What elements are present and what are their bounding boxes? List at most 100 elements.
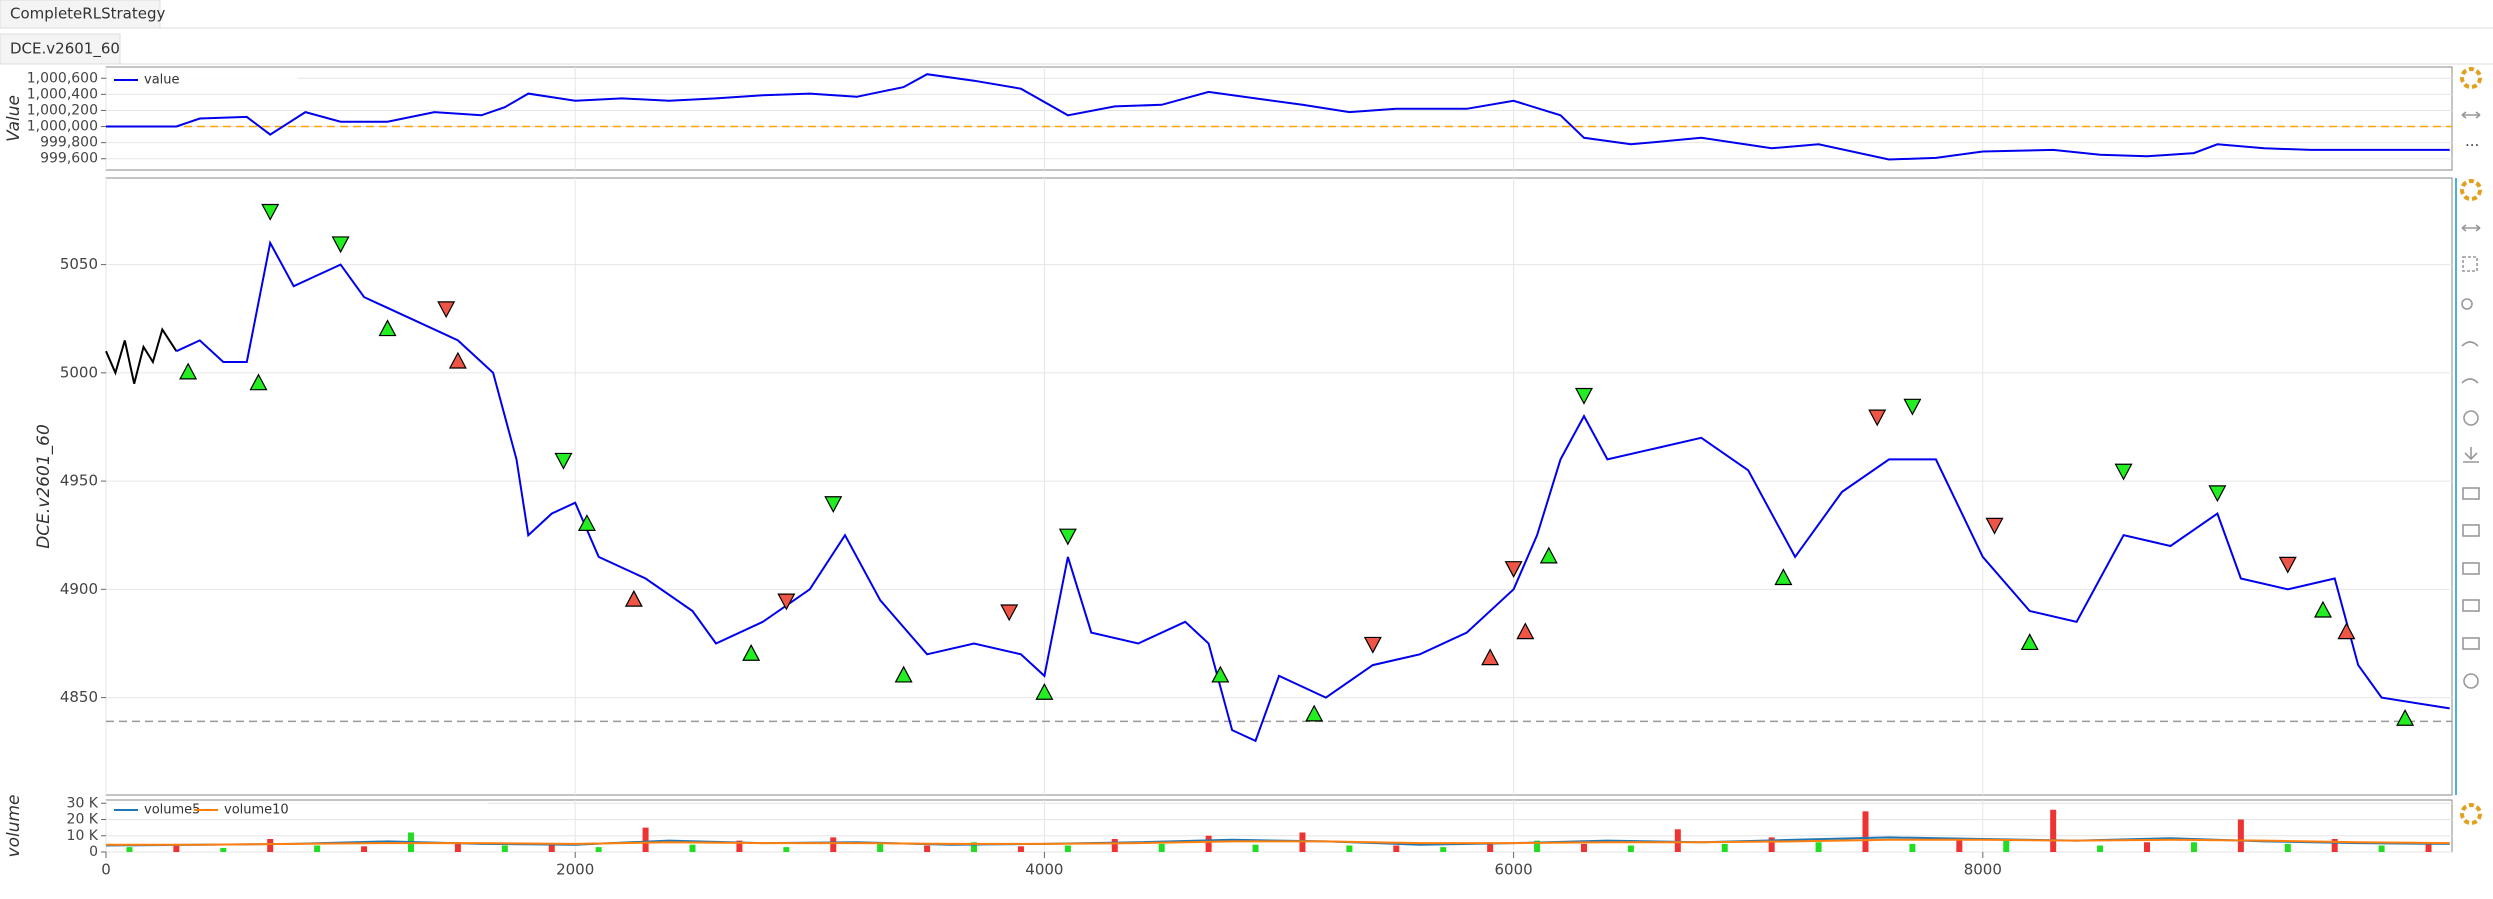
trade-marker (1211, 665, 1230, 683)
y-tick-label: 1,000,400 (27, 86, 98, 102)
volume-bar (1440, 847, 1447, 852)
legend-label: value (144, 73, 180, 88)
pan-tool[interactable] (2461, 111, 2481, 119)
y-tick-label: 1,000,200 (27, 102, 98, 118)
y-tick-label: 1,000,000 (27, 119, 98, 135)
volume-bar (642, 827, 649, 852)
trade-marker (179, 362, 198, 380)
hover-tool[interactable] (2462, 524, 2480, 537)
y-tick-label: 999,600 (40, 151, 98, 167)
trade-marker (2114, 463, 2133, 481)
trade-marker (378, 319, 397, 337)
trade-marker (1035, 682, 1054, 700)
volume-bar (2144, 842, 2151, 852)
volume-bar (1768, 837, 1775, 852)
subtab-label[interactable]: DCE.v2601_60 (10, 40, 120, 59)
toolbar: ··· (2455, 67, 2482, 825)
trade-marker (2020, 633, 2039, 651)
volume-bar (267, 839, 274, 852)
volume-bar (1252, 844, 1259, 852)
tab[interactable] (0, 0, 161, 29)
plot-frame (105, 177, 2453, 796)
more-tool[interactable]: ··· (2465, 137, 2479, 155)
y-tick-label: 20 K (67, 812, 99, 828)
hover-tool[interactable] (2462, 599, 2480, 612)
trade-marker (1481, 648, 1500, 666)
tab-label[interactable]: CompleteRLStrategy (10, 5, 165, 23)
trade-marker (894, 665, 913, 683)
series-line (105, 327, 178, 384)
trade-marker (1504, 561, 1523, 578)
volume-bar (1487, 842, 1494, 852)
logo[interactable] (2460, 67, 2482, 89)
legend-box (108, 802, 488, 818)
legend-box (108, 72, 298, 88)
volume-bar (1627, 845, 1634, 852)
volume-bar (1721, 843, 1728, 852)
logo[interactable] (2460, 179, 2482, 201)
pan-tool[interactable] (2461, 224, 2481, 232)
redo-tool[interactable] (2461, 378, 2479, 384)
volume-bar (971, 842, 978, 852)
plot-frame (105, 66, 2453, 171)
volume-bar (1017, 846, 1024, 852)
volume-bar (2237, 819, 2244, 852)
x-tick-label: 4000 (1025, 861, 1063, 879)
trade-marker (777, 593, 796, 611)
volume-bar (1534, 840, 1541, 852)
trade-marker (1985, 517, 2004, 535)
y-tick-label: 4850 (60, 688, 98, 706)
trade-marker (742, 644, 761, 661)
y-tick-label: 5000 (60, 363, 98, 381)
trade-marker (1305, 704, 1324, 722)
trade-marker (2396, 708, 2415, 726)
reset-tool[interactable] (2463, 410, 2479, 426)
trade-marker (437, 301, 456, 319)
trade-marker (554, 452, 573, 470)
volume-bar (173, 843, 180, 852)
volume-bar (2331, 839, 2338, 852)
volume-bar (361, 846, 368, 852)
trade-marker (1539, 546, 1558, 564)
y-axis-label: DCE.v2601_60 (34, 424, 54, 549)
volume-bar (877, 843, 884, 852)
box-zoom-tool[interactable] (2462, 256, 2478, 272)
trade-marker (1058, 528, 1077, 546)
trade-marker (331, 236, 350, 254)
undo-tool[interactable] (2461, 341, 2479, 347)
trade-marker (1516, 622, 1535, 640)
volume-bar (2284, 843, 2291, 852)
volume-bar (924, 845, 931, 852)
volume-bar (314, 845, 321, 852)
save-tool[interactable] (2463, 447, 2479, 463)
hover-tool[interactable] (2462, 562, 2480, 575)
hover-tool[interactable] (2462, 487, 2480, 500)
trade-marker (1574, 387, 1593, 405)
logo[interactable] (2460, 803, 2482, 825)
volume-bar (220, 847, 227, 852)
series-line (106, 73, 2450, 161)
trade-marker (249, 373, 268, 391)
y-axis-label: volume (4, 795, 24, 858)
y-tick-label: 1,000,600 (27, 70, 98, 86)
volume-bar (1346, 845, 1353, 852)
y-tick-label: 4950 (60, 472, 98, 490)
volume-bar (2097, 845, 2104, 852)
volume-bar (2003, 840, 2010, 852)
volume-bar (689, 844, 696, 852)
y-tick-label: 4900 (60, 580, 98, 598)
x-tick-label: 6000 (1495, 861, 1533, 879)
subtab[interactable] (0, 33, 121, 65)
y-axis-label: Value (4, 95, 24, 142)
volume-bar (1815, 842, 1822, 852)
wheel-zoom-tool[interactable] (2461, 298, 2473, 310)
hover-tool[interactable] (2462, 637, 2480, 650)
y-tick-label: 999,800 (40, 135, 98, 151)
crosshair-tool[interactable] (2463, 673, 2479, 689)
volume-bar (501, 845, 508, 852)
trade-marker (448, 351, 467, 369)
x-tick-label: 2000 (556, 861, 594, 879)
volume-bar (2378, 845, 2385, 852)
volume-bar (1674, 829, 1681, 852)
